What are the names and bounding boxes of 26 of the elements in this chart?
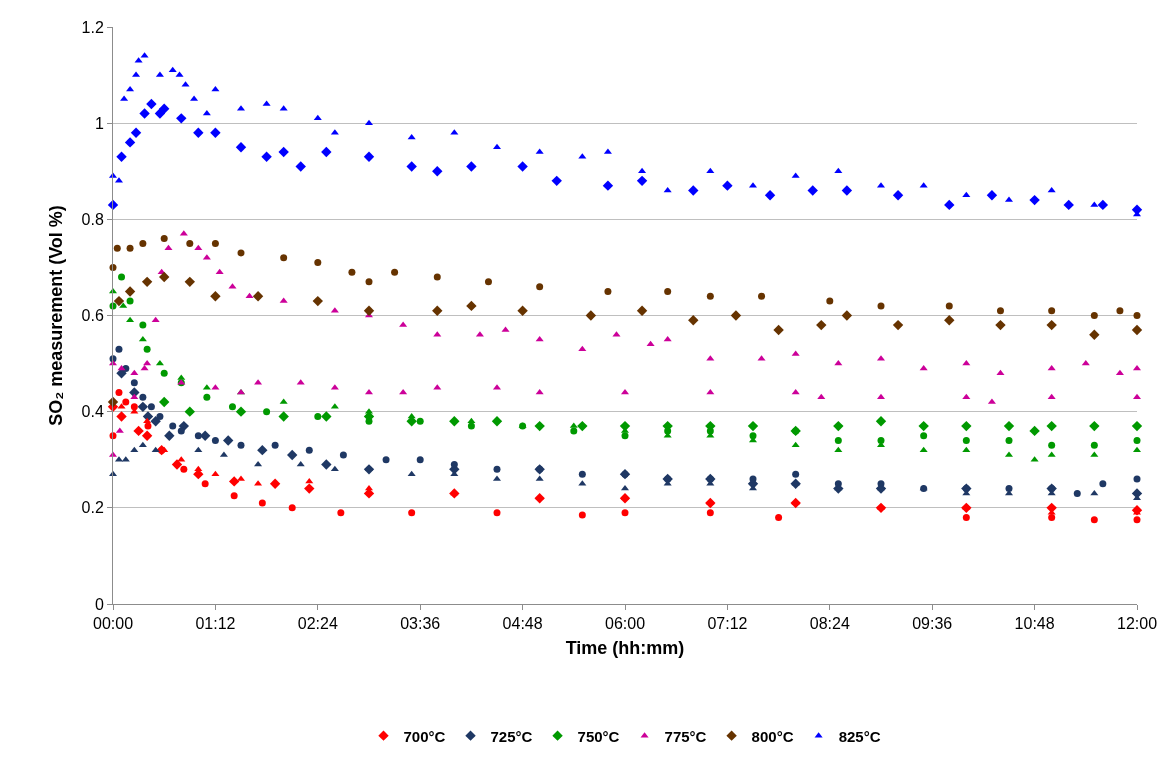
y-tick-label: 0.6 [81,307,104,325]
y-tick-label: 0.8 [81,210,104,228]
legend-label: 775°C [664,727,707,745]
legend-label: 800°C [751,727,794,745]
x-tick-label: 01:12 [195,615,236,633]
x-tick-label: 02:24 [297,615,338,633]
x-tick-label: 07:12 [707,615,748,633]
legend-label: 825°C [838,727,881,745]
legend-label: 725°C [490,727,533,745]
x-tick-label: 00:00 [92,615,134,633]
legend-label: 750°C [577,727,620,745]
x-tick-label: 09:36 [912,615,953,633]
x-tick-label: 06:00 [604,615,646,633]
x-axis-title: Time (hh:mm) [565,638,685,659]
x-tick-label: 08:24 [809,615,850,633]
y-axis-title: SO₂ measurement (Vol %) [45,205,66,426]
x-tick-label: 03:36 [400,615,441,633]
y-tick-label: 1 [94,114,104,132]
x-tick-label: 12:00 [1116,615,1158,633]
y-tick-label: 0.4 [81,403,104,421]
y-tick-label: 0 [94,595,104,613]
y-tick-label: 0.2 [81,499,104,517]
x-tick-label: 10:48 [1014,615,1055,633]
legend-label: 700°C [403,727,446,745]
y-tick-label: 1.2 [81,18,104,36]
x-tick-label: 04:48 [502,615,543,633]
